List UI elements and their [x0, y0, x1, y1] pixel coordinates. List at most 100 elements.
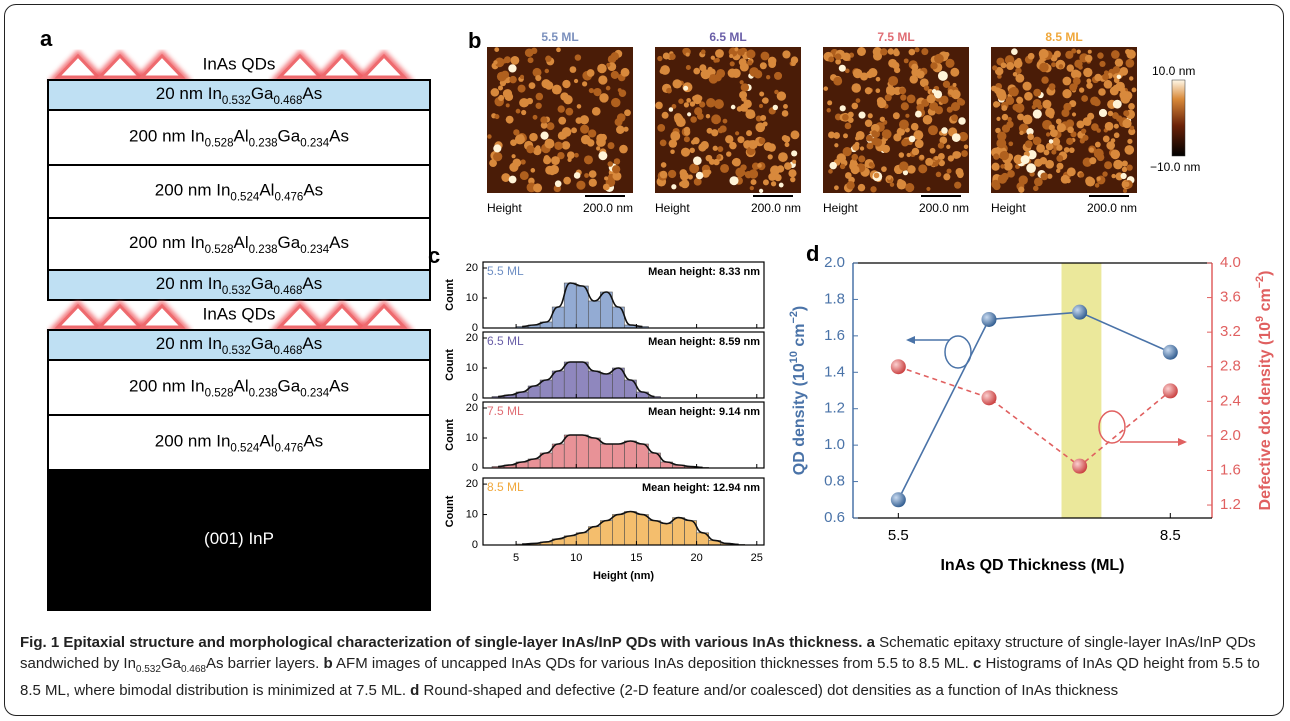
- afm-grain: [935, 171, 942, 178]
- hist-annotation: Mean height: 8.59 nm: [648, 336, 760, 348]
- afm-grain: [1041, 76, 1049, 84]
- afm-grain: [563, 95, 573, 105]
- afm-grain: [533, 183, 543, 193]
- afm-grain: [1016, 96, 1024, 104]
- afm-grain: [729, 141, 737, 150]
- y2-tick-label: 3.6: [1220, 289, 1241, 306]
- layer: [47, 469, 431, 611]
- afm-grain: [725, 135, 734, 144]
- afm-grain: [527, 57, 534, 64]
- afm-grain: [543, 155, 550, 161]
- afm-grain: [696, 95, 703, 102]
- afm-grain: [1012, 71, 1018, 77]
- afm-grain: [1076, 120, 1085, 129]
- text-part: 0.238: [249, 138, 278, 150]
- afm-grain: [1009, 86, 1019, 97]
- afm-grain: [668, 53, 676, 60]
- afm-grain: [851, 83, 862, 93]
- afm-grain: [535, 92, 544, 101]
- hist-bar: [660, 523, 673, 546]
- hist-title: 8.5 ML: [487, 480, 524, 494]
- afm-grain: [857, 183, 866, 192]
- afm-grain: [774, 173, 782, 182]
- afm-grain: [1056, 123, 1066, 133]
- hist-bar: [587, 437, 601, 469]
- afm-grain: [544, 138, 555, 149]
- afm-grain: [736, 106, 743, 112]
- afm-grain: [519, 74, 525, 79]
- afm-grain: [683, 102, 690, 108]
- afm-grain: [1008, 141, 1014, 147]
- afm-grain: [755, 122, 766, 133]
- y-axis-label: Count: [444, 495, 456, 527]
- afm-grain: [1094, 73, 1102, 82]
- afm-grain: [1128, 76, 1134, 81]
- hist-bar: [575, 285, 589, 329]
- afm-grain: [846, 181, 855, 190]
- afm-grain: [620, 67, 630, 77]
- afm-grain: [1007, 117, 1012, 122]
- afm-grain: [699, 101, 706, 108]
- fit-curve: [522, 282, 643, 328]
- afm-grain: [747, 60, 753, 66]
- afm-grain: [541, 79, 551, 89]
- afm-grain: [588, 178, 597, 187]
- qd: [360, 53, 408, 79]
- afm-grain: [692, 95, 698, 101]
- afm-grain: [868, 162, 874, 167]
- afm-grain: [1102, 135, 1110, 143]
- afm-grain: [783, 135, 791, 143]
- afm-grain: [1024, 140, 1033, 149]
- y2-tick-label: 4.0: [1220, 254, 1241, 271]
- data-point: [981, 311, 997, 327]
- afm-grain: [1027, 133, 1034, 141]
- hist-bar: [636, 514, 649, 546]
- afm-grain: [1085, 176, 1094, 186]
- afm-grain: [790, 176, 796, 183]
- qd: [138, 303, 186, 329]
- afm-grain: [1063, 147, 1070, 153]
- afm-grain: [498, 94, 505, 102]
- afm-grain: [928, 125, 938, 136]
- afm-grain: [673, 113, 683, 122]
- y-axis-label: Count: [444, 279, 456, 311]
- plot-frame: [482, 261, 765, 329]
- afm-grain: [921, 48, 929, 56]
- afm-grain: [535, 145, 541, 151]
- afm-grain: [933, 161, 939, 167]
- afm-grain: [1020, 155, 1030, 165]
- afm-grain: [995, 127, 1001, 134]
- afm-grain: [510, 55, 520, 65]
- afm-grain: [712, 145, 718, 151]
- qd: [276, 53, 324, 79]
- afm-grain: [1007, 56, 1014, 63]
- afm-grain: [556, 47, 561, 53]
- afm-grain: [1099, 60, 1106, 68]
- afm-grain: [994, 66, 1004, 76]
- text-part: 0.476: [274, 192, 303, 204]
- afm-grain: [759, 103, 764, 108]
- afm-grain: [672, 79, 682, 89]
- afm-grain: [1015, 73, 1025, 83]
- afm-grain: [1051, 149, 1057, 155]
- afm-grain: [1129, 125, 1135, 131]
- afm-grain: [946, 106, 953, 113]
- text-part: 200 nm In: [155, 432, 231, 451]
- afm-grain: [991, 179, 1000, 189]
- afm-grain: [671, 104, 677, 109]
- afm-channel: Height: [487, 201, 522, 215]
- data-point: [1162, 383, 1178, 399]
- hist-bar: [575, 361, 589, 399]
- afm-grain: [888, 58, 898, 68]
- qd: [318, 303, 366, 329]
- afm-grain: [996, 138, 1007, 149]
- afm-grain: [1052, 137, 1061, 146]
- layer: [47, 269, 431, 301]
- afm-grain: [737, 136, 745, 144]
- layer-label: 20 nm In0.532Ga0.468As: [156, 334, 323, 357]
- afm-grain: [1119, 67, 1129, 76]
- x-axis-label: InAs QD Thickness (ML): [940, 557, 1124, 574]
- afm-grain: [951, 114, 958, 122]
- afm-grain: [528, 82, 536, 90]
- afm-grain: [623, 126, 629, 132]
